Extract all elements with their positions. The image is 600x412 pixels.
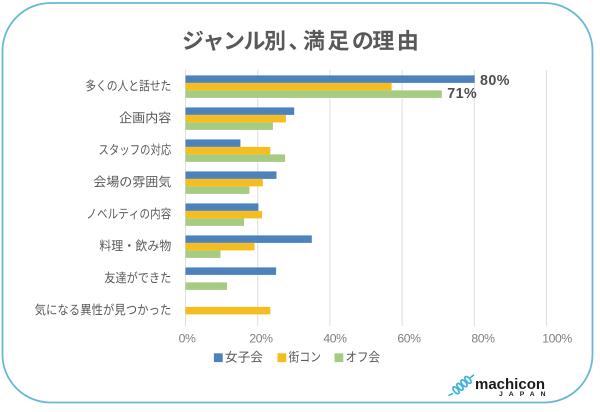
svg-text:JAPAN: JAPAN xyxy=(499,391,552,398)
svg-text:machicon: machicon xyxy=(475,376,545,393)
svg-text:40%: 40% xyxy=(323,331,347,345)
svg-text:80%: 80% xyxy=(471,331,495,345)
svg-text:0%: 0% xyxy=(179,331,196,345)
svg-text:60%: 60% xyxy=(397,331,421,345)
svg-text:80%: 80% xyxy=(480,73,510,89)
svg-text:100%: 100% xyxy=(542,331,572,345)
svg-text:20%: 20% xyxy=(249,331,273,345)
svg-text:71%: 71% xyxy=(447,86,477,102)
